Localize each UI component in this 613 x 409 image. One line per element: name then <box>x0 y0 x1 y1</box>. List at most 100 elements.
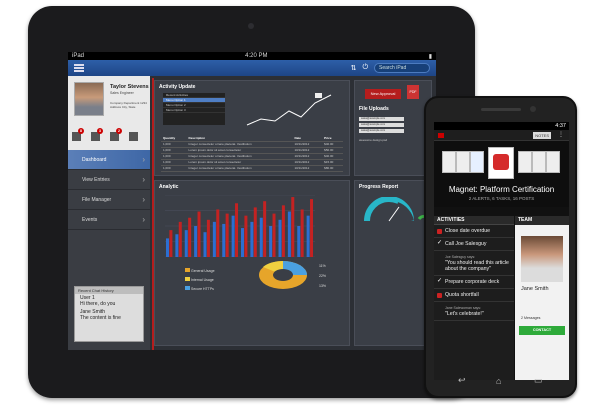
carousel-card[interactable] <box>546 151 560 173</box>
table-cell: $15.00 <box>322 159 343 166</box>
email-field[interactable]: sales@example.com <box>359 117 404 121</box>
list-item[interactable]: Menu Option 3 <box>163 108 225 113</box>
email-field[interactable]: sales@example.com <box>359 123 404 127</box>
email-field[interactable]: sales@example.com <box>359 129 404 133</box>
dashboard-main: Activity Update Recent Activities Menu O… <box>154 80 434 346</box>
carousel-card[interactable] <box>456 151 470 173</box>
bar <box>272 213 276 257</box>
legend-item: General Usage <box>185 267 215 276</box>
ios-status-bar: iPad 4:20 PM ▮ <box>68 52 436 60</box>
chat-title: Recent Chat History <box>75 287 143 294</box>
percent-label: 22% <box>319 274 327 278</box>
chat-message[interactable]: Jane Smith The content is fine <box>75 308 143 322</box>
contact-button[interactable]: CONTACT <box>519 326 565 335</box>
legend-label: Internal Usage <box>190 278 214 282</box>
sort-icon[interactable]: ⇅ <box>350 65 357 72</box>
table-row[interactable]: 1,000 Integer consectetur ornare placerat… <box>161 153 343 160</box>
android-status-bar: 4:37 <box>434 122 569 130</box>
app-bar: NOTES ⋮ <box>434 130 569 141</box>
bar <box>253 207 257 257</box>
table-row[interactable]: 1,000 Lorem ipsum dolor sit amet consecte… <box>161 147 343 154</box>
power-icon[interactable]: ⏻ <box>362 64 368 71</box>
team-messages[interactable]: 2 Messages <box>521 316 541 320</box>
battery-icon: ▮ <box>428 53 432 60</box>
table-row[interactable]: 1,000 Integer consectetur ornare placerat… <box>161 141 343 148</box>
home-icon[interactable]: ⌂ <box>496 376 502 386</box>
tasks-icon[interactable]: 2 <box>110 128 122 141</box>
activity-text: Prepare corporate deck <box>445 279 500 285</box>
table-cell: 10/11/2012 <box>292 159 323 166</box>
list-item[interactable]: Recent Activities <box>163 93 225 98</box>
table-cell: $40.00 <box>322 141 343 148</box>
carousel-card[interactable] <box>518 151 532 173</box>
list-item[interactable]: Menu Option 2 <box>163 103 225 108</box>
bar <box>178 221 182 257</box>
post-author: Jane Salewoman says: <box>445 306 481 310</box>
featured-card[interactable] <box>488 147 514 179</box>
table-cell: 10/11/2012 <box>292 147 323 154</box>
activity-item[interactable]: Quota shortfall <box>434 289 514 302</box>
bar <box>212 221 216 257</box>
activity-item[interactable]: Joe Salesguy says: "You should read this … <box>434 251 514 276</box>
activity-item[interactable]: Jane Salewoman says: "Let's celebrate!" <box>434 302 514 321</box>
calendar-icon[interactable]: 3 <box>91 128 103 141</box>
analytic-panel: Analytic General Usage Internal Usage Se… <box>154 180 350 346</box>
sidebar-item-events[interactable]: Events <box>68 210 150 230</box>
table-row[interactable]: 1,000 Integer consectetur ornare placerat… <box>161 165 343 172</box>
bar <box>263 201 267 257</box>
chat-message[interactable]: User 1 Hi there, do you <box>75 294 143 308</box>
bar <box>216 209 220 257</box>
menu-icon[interactable] <box>74 64 84 72</box>
back-icon[interactable]: ↩ <box>458 375 466 385</box>
overflow-menu-icon[interactable]: ⋮ <box>558 132 564 138</box>
activity-panel: Activity Update Recent Activities Menu O… <box>154 80 350 176</box>
notes-button[interactable]: NOTES <box>533 132 551 139</box>
bar <box>291 197 295 257</box>
activity-line-chart <box>246 93 332 126</box>
progress-title: Progress Report <box>359 184 399 190</box>
table-cell: 10/11/2012 <box>292 165 323 172</box>
profile-info: Company Department 1234 Address City, St… <box>110 101 147 109</box>
activity-item[interactable]: Close date overdue <box>434 225 514 238</box>
column-header: Price <box>322 135 343 142</box>
tablet-screen: iPad 4:20 PM ▮ ⇅ ⏻ Search iPad Taylor St… <box>68 52 436 350</box>
bar <box>197 211 201 257</box>
inbox-icon[interactable]: 8 <box>72 128 84 141</box>
recent-apps-icon[interactable]: ▭ <box>534 375 543 385</box>
team-member-name: Jane Smith <box>521 286 549 292</box>
search-input[interactable]: Search iPad <box>374 63 430 73</box>
table-cell: Lorem ipsum dolor sit amet consectetur <box>186 147 293 154</box>
activity-item[interactable]: ✓ Call Joe Salesguy <box>434 238 514 251</box>
carousel-card[interactable] <box>532 151 546 173</box>
sidebar-item-view-entries[interactable]: View Entries <box>68 170 150 190</box>
sidebar-item-dashboard[interactable]: Dashboard <box>68 150 150 170</box>
percent-labels: 11% 22% 13% <box>319 261 326 291</box>
legend-label: General Usage <box>190 269 215 273</box>
bar <box>244 215 248 257</box>
app-logo-icon <box>438 133 444 138</box>
carousel-card[interactable] <box>470 151 484 173</box>
list-item[interactable]: Menu Option 1 <box>163 98 225 103</box>
carousel-card[interactable] <box>442 151 456 173</box>
activity-text: Call Joe Salesguy <box>445 241 487 247</box>
progress-gauge <box>364 197 414 222</box>
carousel-banner: Magnet: Platform Certification 2 ALERTS,… <box>434 141 569 207</box>
table-cell: 10/11/2012 <box>292 153 323 160</box>
chart-legend: General Usage Internal Usage Secure HTTP… <box>185 267 215 294</box>
certification-subtitle: 2 ALERTS, 6 TASKS, 16 POSTS <box>468 196 535 201</box>
profile-name: Taylor Stevens <box>110 84 149 90</box>
table-row[interactable]: 1,000 Lorem ipsum dolor sit amet consecte… <box>161 159 343 166</box>
sidebar-item-file-manager[interactable]: File Manager <box>68 190 150 210</box>
inbox-badge: 8 <box>78 128 84 134</box>
alert-icon <box>437 293 442 298</box>
bar <box>259 217 263 257</box>
chart-tooltip <box>315 93 322 98</box>
check-icon: ✓ <box>437 278 443 284</box>
expand-icon[interactable] <box>129 132 138 141</box>
uploads-panel: New Approval PDF File Uploads sales@exam… <box>354 80 432 176</box>
activity-item[interactable]: ✓ Prepare corporate deck <box>434 276 514 289</box>
new-approval-button[interactable]: New Approval <box>365 89 401 99</box>
bar <box>231 215 235 257</box>
team-member-photo <box>521 236 563 282</box>
uploaded-file[interactable]: awesome design.psd <box>359 138 388 142</box>
